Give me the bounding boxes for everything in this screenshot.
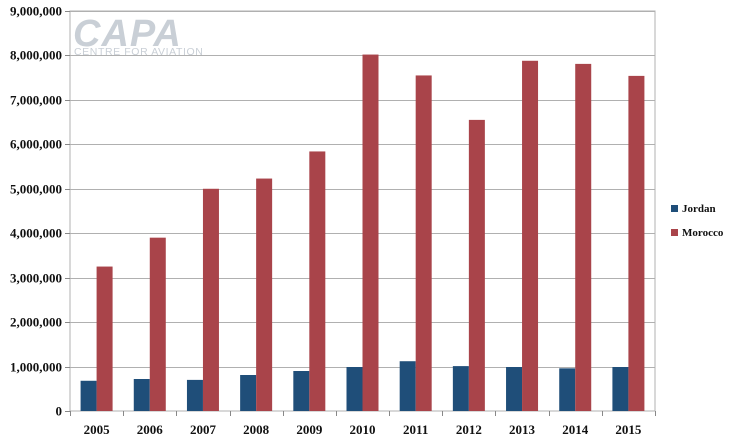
x-tick-label: 2015 bbox=[615, 422, 642, 437]
bar-morocco-2005 bbox=[96, 266, 113, 411]
x-tick-label: 2013 bbox=[509, 422, 536, 437]
x-tick-label: 2006 bbox=[137, 422, 164, 437]
y-tick-label: 8,000,000 bbox=[10, 48, 62, 63]
bar-jordan-2012 bbox=[452, 366, 469, 411]
y-tick-label: 7,000,000 bbox=[10, 93, 62, 108]
bar-morocco-2013 bbox=[522, 60, 539, 412]
legend-swatch-jordan bbox=[671, 205, 678, 212]
y-tick-label: 3,000,000 bbox=[10, 271, 62, 286]
bar-jordan-2005 bbox=[80, 380, 97, 411]
y-tick-label: 5,000,000 bbox=[10, 182, 62, 197]
logo-main-text: CAPA bbox=[73, 13, 182, 55]
legend-label-morocco: Morocco bbox=[682, 227, 724, 239]
x-tick-label: 2014 bbox=[562, 422, 589, 437]
y-tick-label: 4,000,000 bbox=[10, 226, 62, 241]
bar-morocco-2010 bbox=[362, 54, 379, 412]
bar-jordan-2014 bbox=[559, 368, 576, 411]
bar-morocco-2008 bbox=[256, 178, 273, 411]
x-tick-label: 2012 bbox=[456, 422, 482, 437]
x-tick-label: 2008 bbox=[243, 422, 270, 437]
x-tick-label: 2011 bbox=[403, 422, 428, 437]
bar-morocco-2009 bbox=[309, 151, 326, 411]
bar-jordan-2009 bbox=[293, 371, 310, 411]
bar-jordan-2007 bbox=[186, 379, 203, 411]
bar-morocco-2006 bbox=[149, 237, 166, 411]
y-tick-label: 6,000,000 bbox=[10, 137, 62, 152]
bar-jordan-2011 bbox=[399, 361, 416, 411]
bar-jordan-2006 bbox=[133, 379, 150, 411]
y-tick-label: 2,000,000 bbox=[10, 315, 62, 330]
bar-morocco-2011 bbox=[415, 75, 432, 411]
capa-logo: CAPA CENTRE FOR AVIATION bbox=[73, 13, 203, 58]
bar-morocco-2012 bbox=[468, 119, 485, 411]
x-tick-label: 2010 bbox=[350, 422, 376, 437]
y-tick-label: 9,000,000 bbox=[10, 4, 62, 19]
y-tick-label: 1,000,000 bbox=[10, 360, 62, 375]
bar-jordan-2013 bbox=[506, 367, 523, 411]
logo-sub-text: CENTRE FOR AVIATION bbox=[74, 46, 203, 58]
bar-morocco-2014 bbox=[575, 63, 592, 412]
bar-morocco-2015 bbox=[628, 75, 645, 411]
x-tick-label: 2009 bbox=[296, 422, 323, 437]
bar-morocco-2007 bbox=[202, 188, 219, 411]
bars-layer bbox=[80, 54, 645, 412]
axis-layer: 0 1,000,000 2,000,000 3,000,000 4,000,000 5,0… bbox=[10, 4, 656, 437]
bar-jordan-2015 bbox=[612, 367, 629, 411]
legend-swatch-morocco bbox=[671, 229, 678, 236]
bar-jordan-2010 bbox=[346, 367, 363, 411]
legend-label-jordan: Jordan bbox=[682, 203, 716, 215]
y-tick-label: 0 bbox=[56, 404, 63, 419]
legend: Jordan Morocco bbox=[671, 203, 724, 239]
x-tick-label: 2005 bbox=[84, 422, 111, 437]
x-tick-label: 2007 bbox=[190, 422, 217, 437]
bar-jordan-2008 bbox=[240, 375, 257, 411]
